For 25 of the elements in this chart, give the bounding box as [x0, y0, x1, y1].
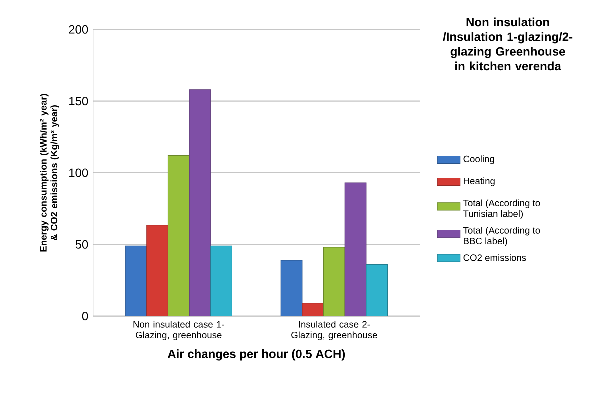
bar [324, 247, 346, 316]
bar [189, 90, 212, 316]
y-axis-title: Energy consumption (kWh/m² year) & CO2 emissions (Kg/m² year) [40, 94, 60, 252]
x-tick-label: Non insulated case 1-Glazing, greenhouse [134, 321, 224, 340]
legend-label: Total (According to BBC label) [464, 227, 540, 246]
bar [125, 246, 148, 316]
bar [210, 246, 232, 316]
text: Non insulation /Insulation 1-glazing/2-glazing Greenhouse in kitchen verenda [443, 18, 573, 71]
legend-label: CO2 emissions [464, 254, 526, 262]
y-tick-label: 0 [82, 312, 88, 321]
bar [344, 182, 367, 316]
x-axis-title: Air changes per hour (0.5 ACH) [168, 350, 346, 361]
legend-label: Cooling [464, 156, 494, 164]
y-tick-label: 200 [69, 25, 88, 34]
bar [168, 156, 190, 316]
bar [366, 264, 388, 316]
y-tick-label: 150 [70, 97, 88, 106]
bar [302, 303, 324, 316]
bar [280, 260, 303, 316]
y-tick-label: 50 [76, 240, 88, 249]
legend-label: Total (According to Tunisian label) [464, 200, 540, 220]
x-tick-label: Insulated case 2-Glazing, greenhouse [292, 321, 378, 340]
legend-label: Heating [464, 178, 495, 186]
y-tick-label: 100 [70, 168, 88, 178]
bar [146, 225, 168, 316]
